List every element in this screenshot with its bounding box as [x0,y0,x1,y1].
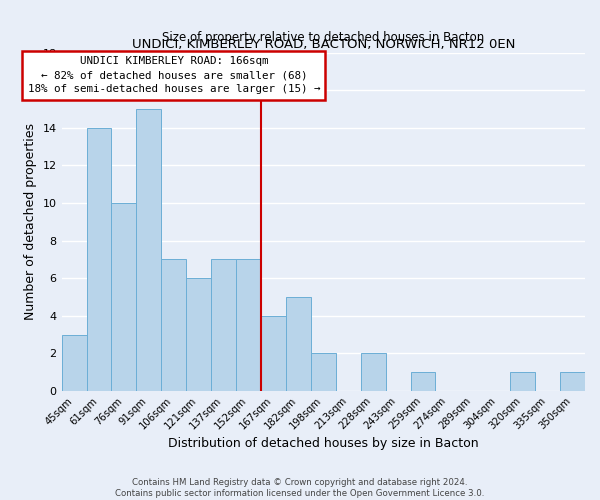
Bar [136,109,161,391]
Title: UNDICI, KIMBERLEY ROAD, BACTON, NORWICH, NR12 0EN: UNDICI, KIMBERLEY ROAD, BACTON, NORWICH,… [131,38,515,52]
Bar [186,278,211,391]
Bar [86,128,112,391]
Bar [112,203,136,391]
Bar [361,354,386,391]
Bar [311,354,336,391]
Bar [286,297,311,391]
Bar [410,372,436,391]
Bar [236,260,261,391]
X-axis label: Distribution of detached houses by size in Bacton: Distribution of detached houses by size … [168,437,479,450]
Y-axis label: Number of detached properties: Number of detached properties [24,124,37,320]
Text: Size of property relative to detached houses in Bacton: Size of property relative to detached ho… [162,31,484,44]
Bar [560,372,585,391]
Text: UNDICI KIMBERLEY ROAD: 166sqm
← 82% of detached houses are smaller (68)
18% of s: UNDICI KIMBERLEY ROAD: 166sqm ← 82% of d… [28,56,320,94]
Bar [62,334,86,391]
Bar [510,372,535,391]
Text: Contains HM Land Registry data © Crown copyright and database right 2024.
Contai: Contains HM Land Registry data © Crown c… [115,478,485,498]
Bar [161,260,186,391]
Bar [211,260,236,391]
Bar [261,316,286,391]
